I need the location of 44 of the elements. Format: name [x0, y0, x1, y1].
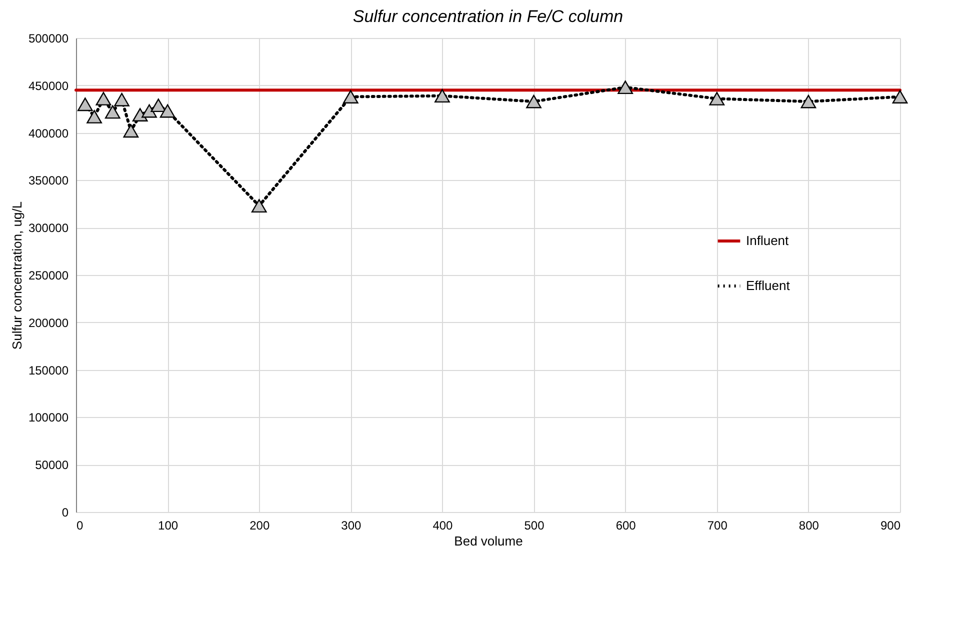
- y-tick-label: 300000: [28, 221, 69, 236]
- point: [132, 108, 148, 122]
- x-tick-label: 700: [707, 518, 728, 532]
- point: [618, 80, 634, 94]
- point: [86, 110, 102, 124]
- x-tick-label: 0: [76, 518, 84, 532]
- y-axis-title: Sulfur concentration, ug/L: [9, 201, 24, 350]
- point: [709, 92, 725, 106]
- y-tick-label: 450000: [28, 78, 69, 93]
- x-tick-label: 400: [432, 518, 454, 532]
- point: [892, 90, 908, 104]
- y-tick-label: 150000: [28, 363, 69, 378]
- x-tick-label: 100: [158, 518, 178, 532]
- legend-label: Influent: [746, 233, 790, 248]
- x-tick-label: 600: [616, 518, 636, 532]
- y-tick-label: 350000: [28, 174, 69, 188]
- point: [142, 104, 157, 118]
- point: [104, 105, 120, 119]
- y-tick-label: 100000: [28, 410, 69, 425]
- point: [434, 89, 450, 103]
- point: [77, 98, 93, 112]
- point: [114, 92, 130, 106]
- y-tick-label: 50000: [35, 458, 69, 472]
- chart-title: Sulfur concentration in Fe/C column: [352, 7, 624, 26]
- point: [123, 124, 139, 138]
- point: [342, 90, 358, 104]
- y-tick-label: 400000: [28, 126, 69, 140]
- point: [526, 94, 542, 108]
- y-tick-label: 500000: [28, 32, 69, 46]
- x-tick-label: 900: [880, 518, 901, 532]
- y-tick-label: 200000: [28, 316, 69, 330]
- point: [150, 98, 166, 112]
- x-tick-label: 300: [341, 518, 362, 532]
- y-tick-label: 0: [62, 506, 69, 520]
- x-tick-label: 500: [524, 518, 545, 532]
- y-tick-label: 250000: [28, 268, 69, 282]
- x-tick-label: 800: [798, 518, 820, 532]
- point: [96, 92, 112, 106]
- x-tick-label: 200: [250, 518, 270, 532]
- point: [800, 94, 816, 108]
- point: [251, 199, 267, 213]
- x-axis-title: Bed volume: [454, 534, 523, 548]
- point: [160, 104, 176, 118]
- legend-label: Effluent: [746, 278, 790, 293]
